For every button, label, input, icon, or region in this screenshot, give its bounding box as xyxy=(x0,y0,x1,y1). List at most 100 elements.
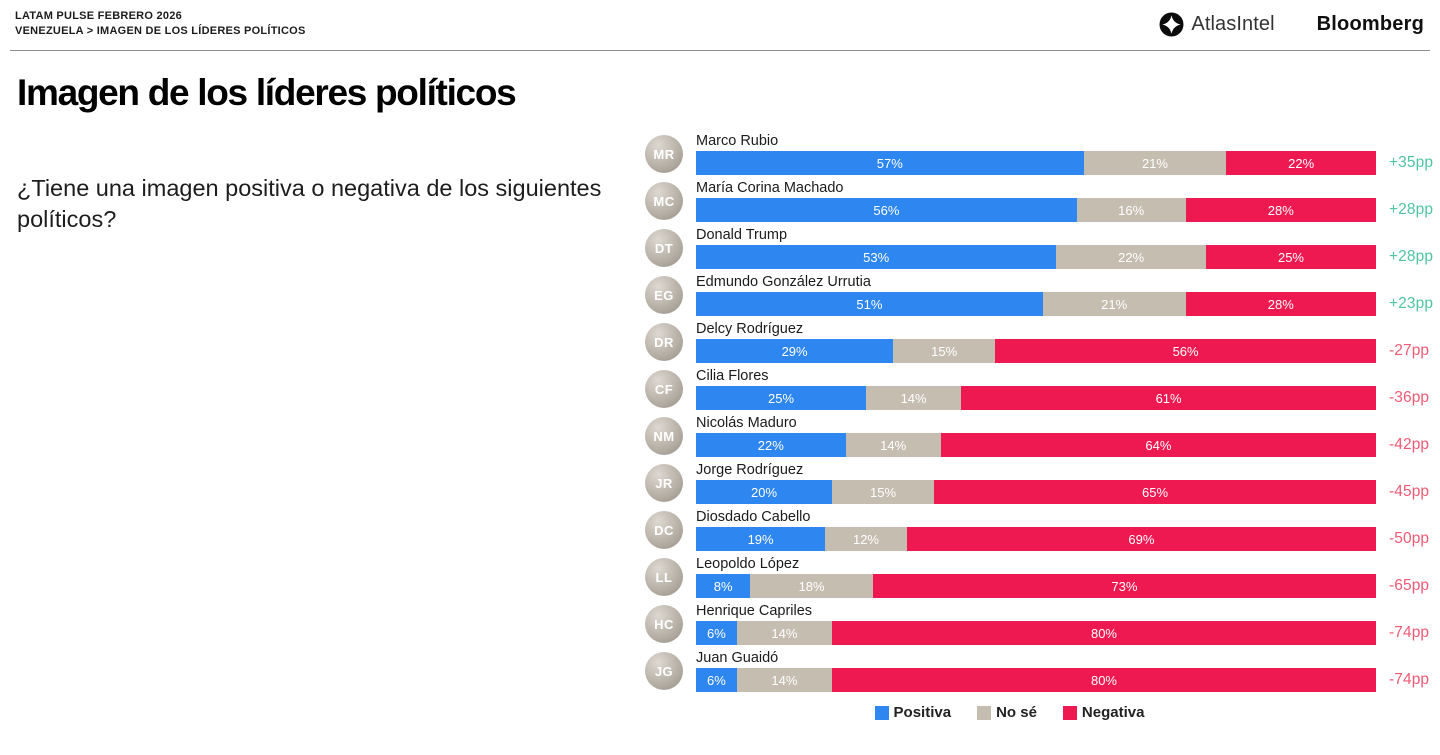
bar-value-no-se: 14% xyxy=(771,625,798,641)
bar-value-positiva: 25% xyxy=(767,390,795,406)
chart-row: NM Nicolás Maduro 22% 14% 64% -42pp xyxy=(645,415,1434,457)
row-main: Cilia Flores 25% 14% 61% xyxy=(696,368,1376,410)
header: LATAM PULSE FEBRERO 2026 VENEZUELA > IMA… xyxy=(10,0,1430,51)
bar-value-positiva: 57% xyxy=(876,155,903,171)
bar-segment-negativa: 64% xyxy=(940,433,1376,457)
row-main: Edmundo González Urrutia 51% 21% 28% xyxy=(696,274,1376,316)
chart-row: CF Cilia Flores 25% 14% 61% -36pp xyxy=(645,368,1434,410)
bar-value-negativa: 64% xyxy=(1145,437,1172,453)
bar-value-negativa: 28% xyxy=(1267,202,1294,218)
avatar-initials: EG xyxy=(654,287,674,303)
bar-value-negativa: 25% xyxy=(1277,249,1304,265)
net-score: +35pp xyxy=(1389,154,1434,171)
chart-row: DR Delcy Rodríguez 29% 15% 56% -27pp xyxy=(645,321,1434,363)
avatar-initials: LL xyxy=(655,569,673,585)
leader-name: Juan Guaidó xyxy=(696,650,779,666)
bar-value-positiva: 22% xyxy=(757,437,784,453)
bar-value-positiva: 29% xyxy=(781,343,808,359)
bloomberg-wordmark: Bloomberg xyxy=(1316,12,1424,35)
bar-segment-no-se: 15% xyxy=(832,480,934,504)
bar-value-negativa: 22% xyxy=(1288,155,1315,171)
bar-value-no-se: 14% xyxy=(900,390,927,406)
bar-value-no-se: 21% xyxy=(1101,296,1128,312)
legend-swatch-negativa-icon xyxy=(1062,705,1077,720)
bar-segment-positiva: 56% xyxy=(696,198,1077,222)
bar-segment-no-se: 14% xyxy=(736,668,832,692)
leader-avatar: MR xyxy=(645,135,683,173)
chart-row: EG Edmundo González Urrutia 51% 21% 28% … xyxy=(645,274,1434,316)
bar-segment-positiva: 25% xyxy=(696,386,866,410)
leader-avatar: HC xyxy=(645,605,683,643)
atlasintel-wordmark: AtlasIntel xyxy=(1191,12,1275,35)
row-main: Diosdado Cabello 19% 12% 69% xyxy=(696,509,1376,551)
legend-item-no-se: No sé xyxy=(977,704,1037,721)
bar-value-positiva: 20% xyxy=(750,484,778,500)
net-score: -36pp xyxy=(1389,389,1430,406)
chart-row: HC Henrique Capriles 6% 14% 80% -74pp xyxy=(645,603,1434,645)
leader-name: Edmundo González Urrutia xyxy=(696,274,871,290)
bar-value-no-se: 14% xyxy=(880,437,907,453)
survey-question: ¿Tiene una imagen positiva o negativa de… xyxy=(17,175,602,232)
legend-swatch-no-se-icon xyxy=(977,705,992,720)
chart-row: LL Leopoldo López 8% 18% 73% -65pp xyxy=(645,556,1434,598)
row-main: Donald Trump 53% 22% 25% xyxy=(696,227,1376,269)
legend-item-positiva: Positiva xyxy=(874,704,951,721)
bar-value-negativa: 69% xyxy=(1128,531,1155,547)
bar-segment-positiva: 57% xyxy=(696,151,1084,175)
avatar-initials: DT xyxy=(654,240,674,256)
bar-value-positiva: 51% xyxy=(856,296,883,312)
bar-segment-positiva: 20% xyxy=(696,480,832,504)
stacked-bar: 8% 18% 73% xyxy=(696,574,1376,598)
stacked-bar: 57% 21% 22% xyxy=(696,151,1376,175)
bar-segment-negativa: 73% xyxy=(872,574,1376,598)
bar-segment-negativa: 28% xyxy=(1185,198,1376,222)
avatar-initials: MR xyxy=(653,146,675,162)
chart: MR Marco Rubio 57% 21% 22% +35pp MC Marí… xyxy=(645,51,1434,721)
legend-item-negativa: Negativa xyxy=(1062,704,1145,721)
atlasintel-logo: AtlasIntel xyxy=(1159,12,1275,37)
net-score: -74pp xyxy=(1389,671,1430,688)
bar-value-no-se: 15% xyxy=(869,484,897,500)
avatar-initials: DR xyxy=(654,334,674,350)
bar-segment-negativa: 80% xyxy=(831,621,1376,645)
bar-segment-positiva: 6% xyxy=(696,621,737,645)
row-main: Juan Guaidó 6% 14% 80% xyxy=(696,650,1376,692)
leader-avatar: LL xyxy=(645,558,683,596)
bar-segment-no-se: 21% xyxy=(1083,151,1227,175)
chart-row: JR Jorge Rodríguez 20% 15% 65% -45pp xyxy=(645,462,1434,504)
bar-segment-positiva: 22% xyxy=(696,433,846,457)
leader-avatar: DR xyxy=(645,323,683,361)
bar-value-negativa: 28% xyxy=(1267,296,1294,312)
bar-segment-positiva: 8% xyxy=(696,574,751,598)
kicker-line-1: LATAM PULSE FEBRERO 2026 xyxy=(15,10,182,22)
bar-segment-positiva: 51% xyxy=(696,292,1043,316)
avatar-initials: CF xyxy=(654,381,674,397)
bar-value-positiva: 56% xyxy=(873,202,900,218)
legend-label-negativa: Negativa xyxy=(1081,704,1145,721)
bar-segment-no-se: 18% xyxy=(750,574,873,598)
net-score: -42pp xyxy=(1389,436,1430,453)
bar-segment-no-se: 14% xyxy=(736,621,832,645)
bar-segment-no-se: 15% xyxy=(893,339,996,363)
bar-value-positiva: 19% xyxy=(747,531,774,547)
avatar-initials: MC xyxy=(653,193,675,209)
bar-segment-no-se: 12% xyxy=(825,527,907,551)
bar-segment-negativa: 25% xyxy=(1205,245,1376,269)
bar-segment-negativa: 56% xyxy=(995,339,1376,363)
net-score: +28pp xyxy=(1389,248,1434,265)
net-score: -50pp xyxy=(1389,530,1430,547)
leader-name: Cilia Flores xyxy=(696,368,769,384)
bar-segment-negativa: 61% xyxy=(961,386,1376,410)
chart-rows: MR Marco Rubio 57% 21% 22% +35pp MC Marí… xyxy=(645,133,1434,692)
chart-row: MC María Corina Machado 56% 16% 28% +28p… xyxy=(645,180,1434,222)
row-main: Leopoldo López 8% 18% 73% xyxy=(696,556,1376,598)
bar-segment-negativa: 28% xyxy=(1185,292,1376,316)
leader-avatar: NM xyxy=(645,417,683,455)
bar-segment-negativa: 22% xyxy=(1226,151,1376,175)
bar-segment-positiva: 53% xyxy=(696,245,1057,269)
bar-value-no-se: 14% xyxy=(771,672,798,688)
leader-avatar: CF xyxy=(645,370,683,408)
leader-avatar: DT xyxy=(645,229,683,267)
bar-value-negativa: 65% xyxy=(1141,484,1169,500)
bar-value-negativa: 80% xyxy=(1090,625,1117,641)
